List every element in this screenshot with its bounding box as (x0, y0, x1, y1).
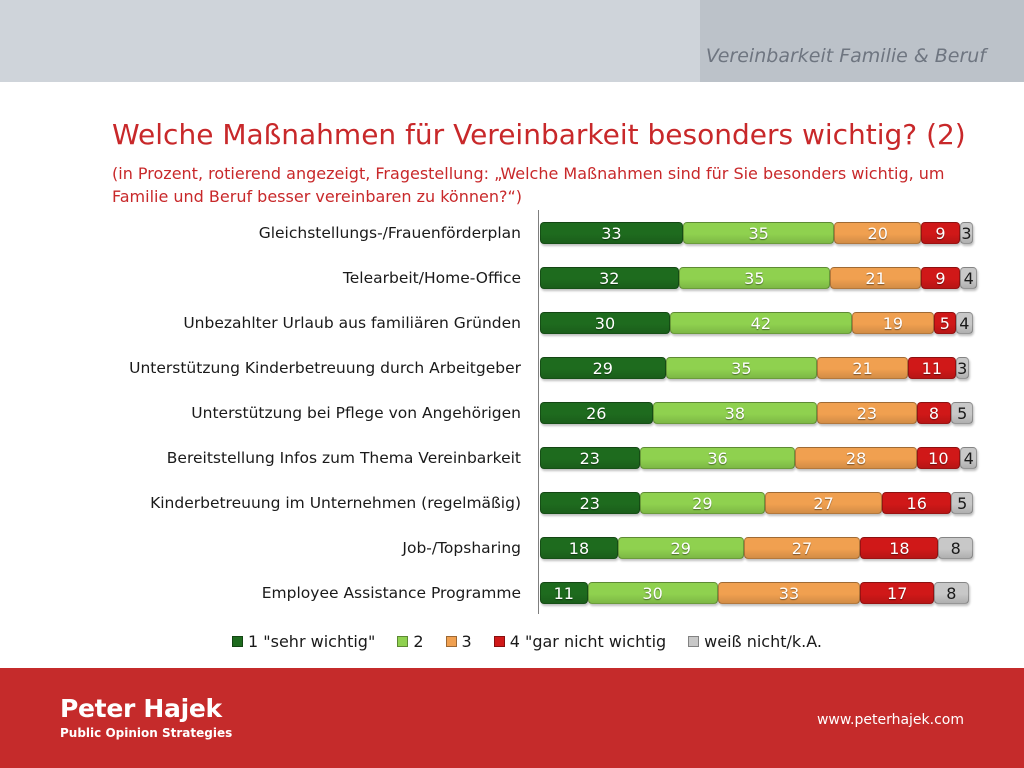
bar-segment: 27 (743, 537, 861, 559)
bar-segment: 32 (540, 267, 679, 289)
legend-swatch (397, 636, 409, 647)
website-link[interactable]: www.peterhajek.com (816, 712, 964, 728)
category-label: Gleichstellungs-/Frauenförderplan (258, 224, 521, 242)
section-title: Vereinbarkeit Familie & Beruf (705, 45, 986, 67)
bar-segment: 21 (830, 267, 922, 289)
bar-segment: 8 (916, 402, 952, 424)
bar-segment: 35 (665, 357, 818, 379)
brand-logo-text: Peter Hajek (60, 694, 222, 723)
bar-segment: 8 (934, 582, 969, 604)
legend-item: 4 "gar nicht wichtig (493, 632, 667, 651)
category-label: Job-/Topsharing (402, 539, 521, 557)
bar-segment: 33 (717, 582, 861, 604)
bar-segment: 42 (669, 312, 852, 334)
category-label: Unbezahlter Urlaub aus familiären Gründe… (183, 314, 521, 332)
bar-segment: 21 (817, 357, 909, 379)
bar-segment: 38 (652, 402, 818, 424)
footer-band (0, 668, 1024, 768)
category-label: Unterstützung bei Pflege von Angehörigen (191, 404, 521, 422)
legend-swatch (232, 636, 243, 647)
bar-segment: 5 (951, 492, 973, 514)
bar-segment: 9 (921, 222, 960, 244)
bar-segment: 23 (540, 447, 640, 469)
bar-segment: 29 (617, 537, 744, 559)
bar-segment: 19 (851, 312, 935, 334)
bar-segment: 11 (540, 582, 588, 604)
page-title: Welche Maßnahmen für Vereinbarkeit beson… (112, 118, 966, 151)
bar-segment: 4 (960, 267, 978, 289)
bar-segment: 11 (908, 357, 956, 379)
bar-segment: 26 (540, 402, 653, 424)
legend-item: 2 (397, 632, 424, 651)
legend-label: 2 (413, 632, 424, 651)
bar-segment: 33 (540, 222, 683, 244)
bar-segment: 3 (955, 357, 969, 379)
brand-tagline: Public Opinion Strategies (60, 726, 233, 740)
chart-legend: 1 "sehr wichtig" 2 3 4 "gar nicht wichtig we… (232, 632, 844, 651)
bar-segment: 17 (860, 582, 935, 604)
legend-label: 3 (461, 632, 472, 651)
bar-segment: 4 (960, 447, 978, 469)
legend-item: 3 (445, 632, 472, 651)
header-band-right (700, 0, 1024, 82)
legend-item: weiß nicht/k.A. (688, 632, 822, 651)
bar-segment: 23 (817, 402, 917, 424)
category-label: Telearbeit/Home-Office (342, 269, 521, 287)
category-label: Kinderbetreuung im Unternehmen (regelmäß… (150, 494, 521, 512)
bar-segment: 30 (587, 582, 718, 604)
legend-label: weiß nicht/k.A. (704, 632, 822, 651)
bar-segment: 18 (540, 537, 618, 559)
bar-segment: 30 (540, 312, 670, 334)
bar-segment: 8 (938, 537, 973, 559)
bar-segment: 27 (765, 492, 883, 514)
bar-segment: 9 (921, 267, 960, 289)
category-axis-line (538, 210, 539, 614)
bar-segment: 20 (834, 222, 922, 244)
bar-segment: 28 (795, 447, 917, 469)
legend-swatch (445, 636, 457, 647)
category-label: Employee Assistance Programme (261, 584, 521, 602)
bar-segment: 35 (682, 222, 835, 244)
bar-segment: 10 (916, 447, 960, 469)
legend-item: 1 "sehr wichtig" (232, 632, 375, 651)
bar-segment: 16 (882, 492, 952, 514)
bar-segment: 35 (678, 267, 831, 289)
bar-segment: 29 (639, 492, 766, 514)
legend-swatch (688, 636, 700, 647)
bar-segment: 29 (540, 357, 666, 379)
bar-segment: 5 (934, 312, 956, 334)
legend-label: 4 "gar nicht wichtig (509, 632, 667, 651)
bar-segment: 23 (540, 492, 640, 514)
legend-label: 1 "sehr wichtig" (248, 632, 376, 651)
bar-segment: 36 (639, 447, 796, 469)
bar-segment: 4 (955, 312, 973, 334)
page-subtitle: (in Prozent, rotierend angezeigt, Frages… (112, 164, 945, 206)
bar-segment: 5 (951, 402, 973, 424)
bar-segment: 18 (860, 537, 939, 559)
legend-swatch (493, 636, 505, 647)
bar-segment: 3 (960, 222, 973, 244)
category-label: Unterstützung Kinderbetreuung durch Arbe… (129, 359, 521, 377)
category-label: Bereitstellung Infos zum Thema Vereinbar… (166, 449, 521, 467)
